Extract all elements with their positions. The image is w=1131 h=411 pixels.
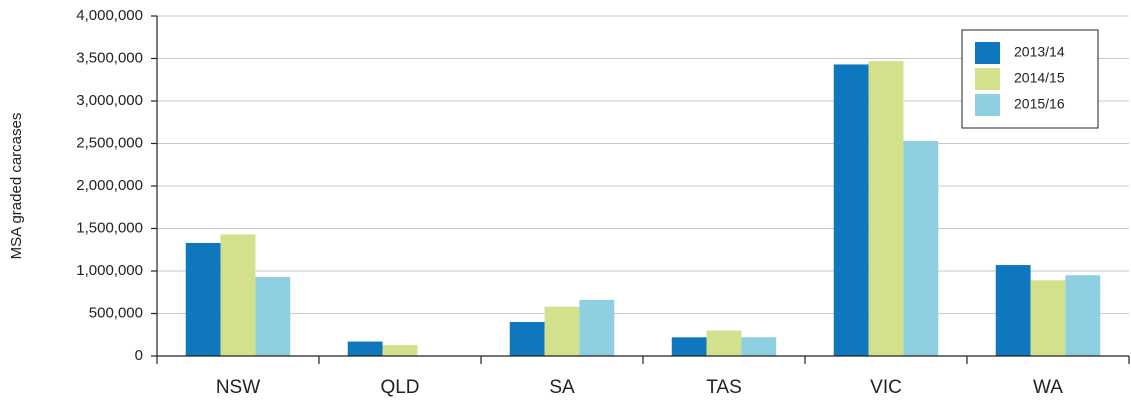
x-tick-label: QLD [380, 377, 419, 398]
bar [579, 299, 615, 356]
legend-swatch [975, 94, 1000, 116]
y-tick-label: 4,000,000 [76, 7, 143, 24]
bar [868, 61, 904, 357]
y-tick-label: 3,000,000 [76, 92, 143, 109]
bar [671, 337, 707, 356]
y-tick-label: 0 [135, 347, 143, 364]
y-tick-label: 3,500,000 [76, 49, 143, 66]
legend-swatch [975, 68, 1000, 90]
y-tick-label: 2,000,000 [76, 177, 143, 194]
legend-swatch [975, 42, 1000, 64]
bar [706, 330, 742, 356]
bar [382, 344, 418, 356]
bar [741, 337, 777, 356]
bar [185, 242, 221, 356]
x-tick-label: SA [549, 377, 575, 398]
bar [347, 341, 383, 356]
bar [903, 140, 939, 356]
bar [995, 265, 1031, 356]
y-tick-label: 500,000 [89, 304, 143, 321]
legend-label: 2013/14 [1014, 44, 1065, 60]
bar [220, 234, 256, 356]
x-tick-label: VIC [870, 377, 902, 398]
y-tick-label: 2,500,000 [76, 134, 143, 151]
x-tick-label: WA [1033, 377, 1063, 398]
legend-label: 2014/15 [1014, 70, 1065, 86]
legend-label: 2015/16 [1014, 96, 1065, 112]
x-tick-label: NSW [216, 377, 260, 398]
y-tick-label: 1,000,000 [76, 262, 143, 279]
bar [255, 276, 291, 356]
x-tick-label: TAS [706, 377, 742, 398]
bar [544, 306, 580, 356]
bar [1065, 275, 1101, 356]
bar [1030, 280, 1066, 356]
y-tick-label: 1,500,000 [76, 219, 143, 236]
bar [833, 64, 869, 356]
y-axis-label: MSA graded carcases [8, 113, 25, 260]
bar [509, 322, 545, 356]
